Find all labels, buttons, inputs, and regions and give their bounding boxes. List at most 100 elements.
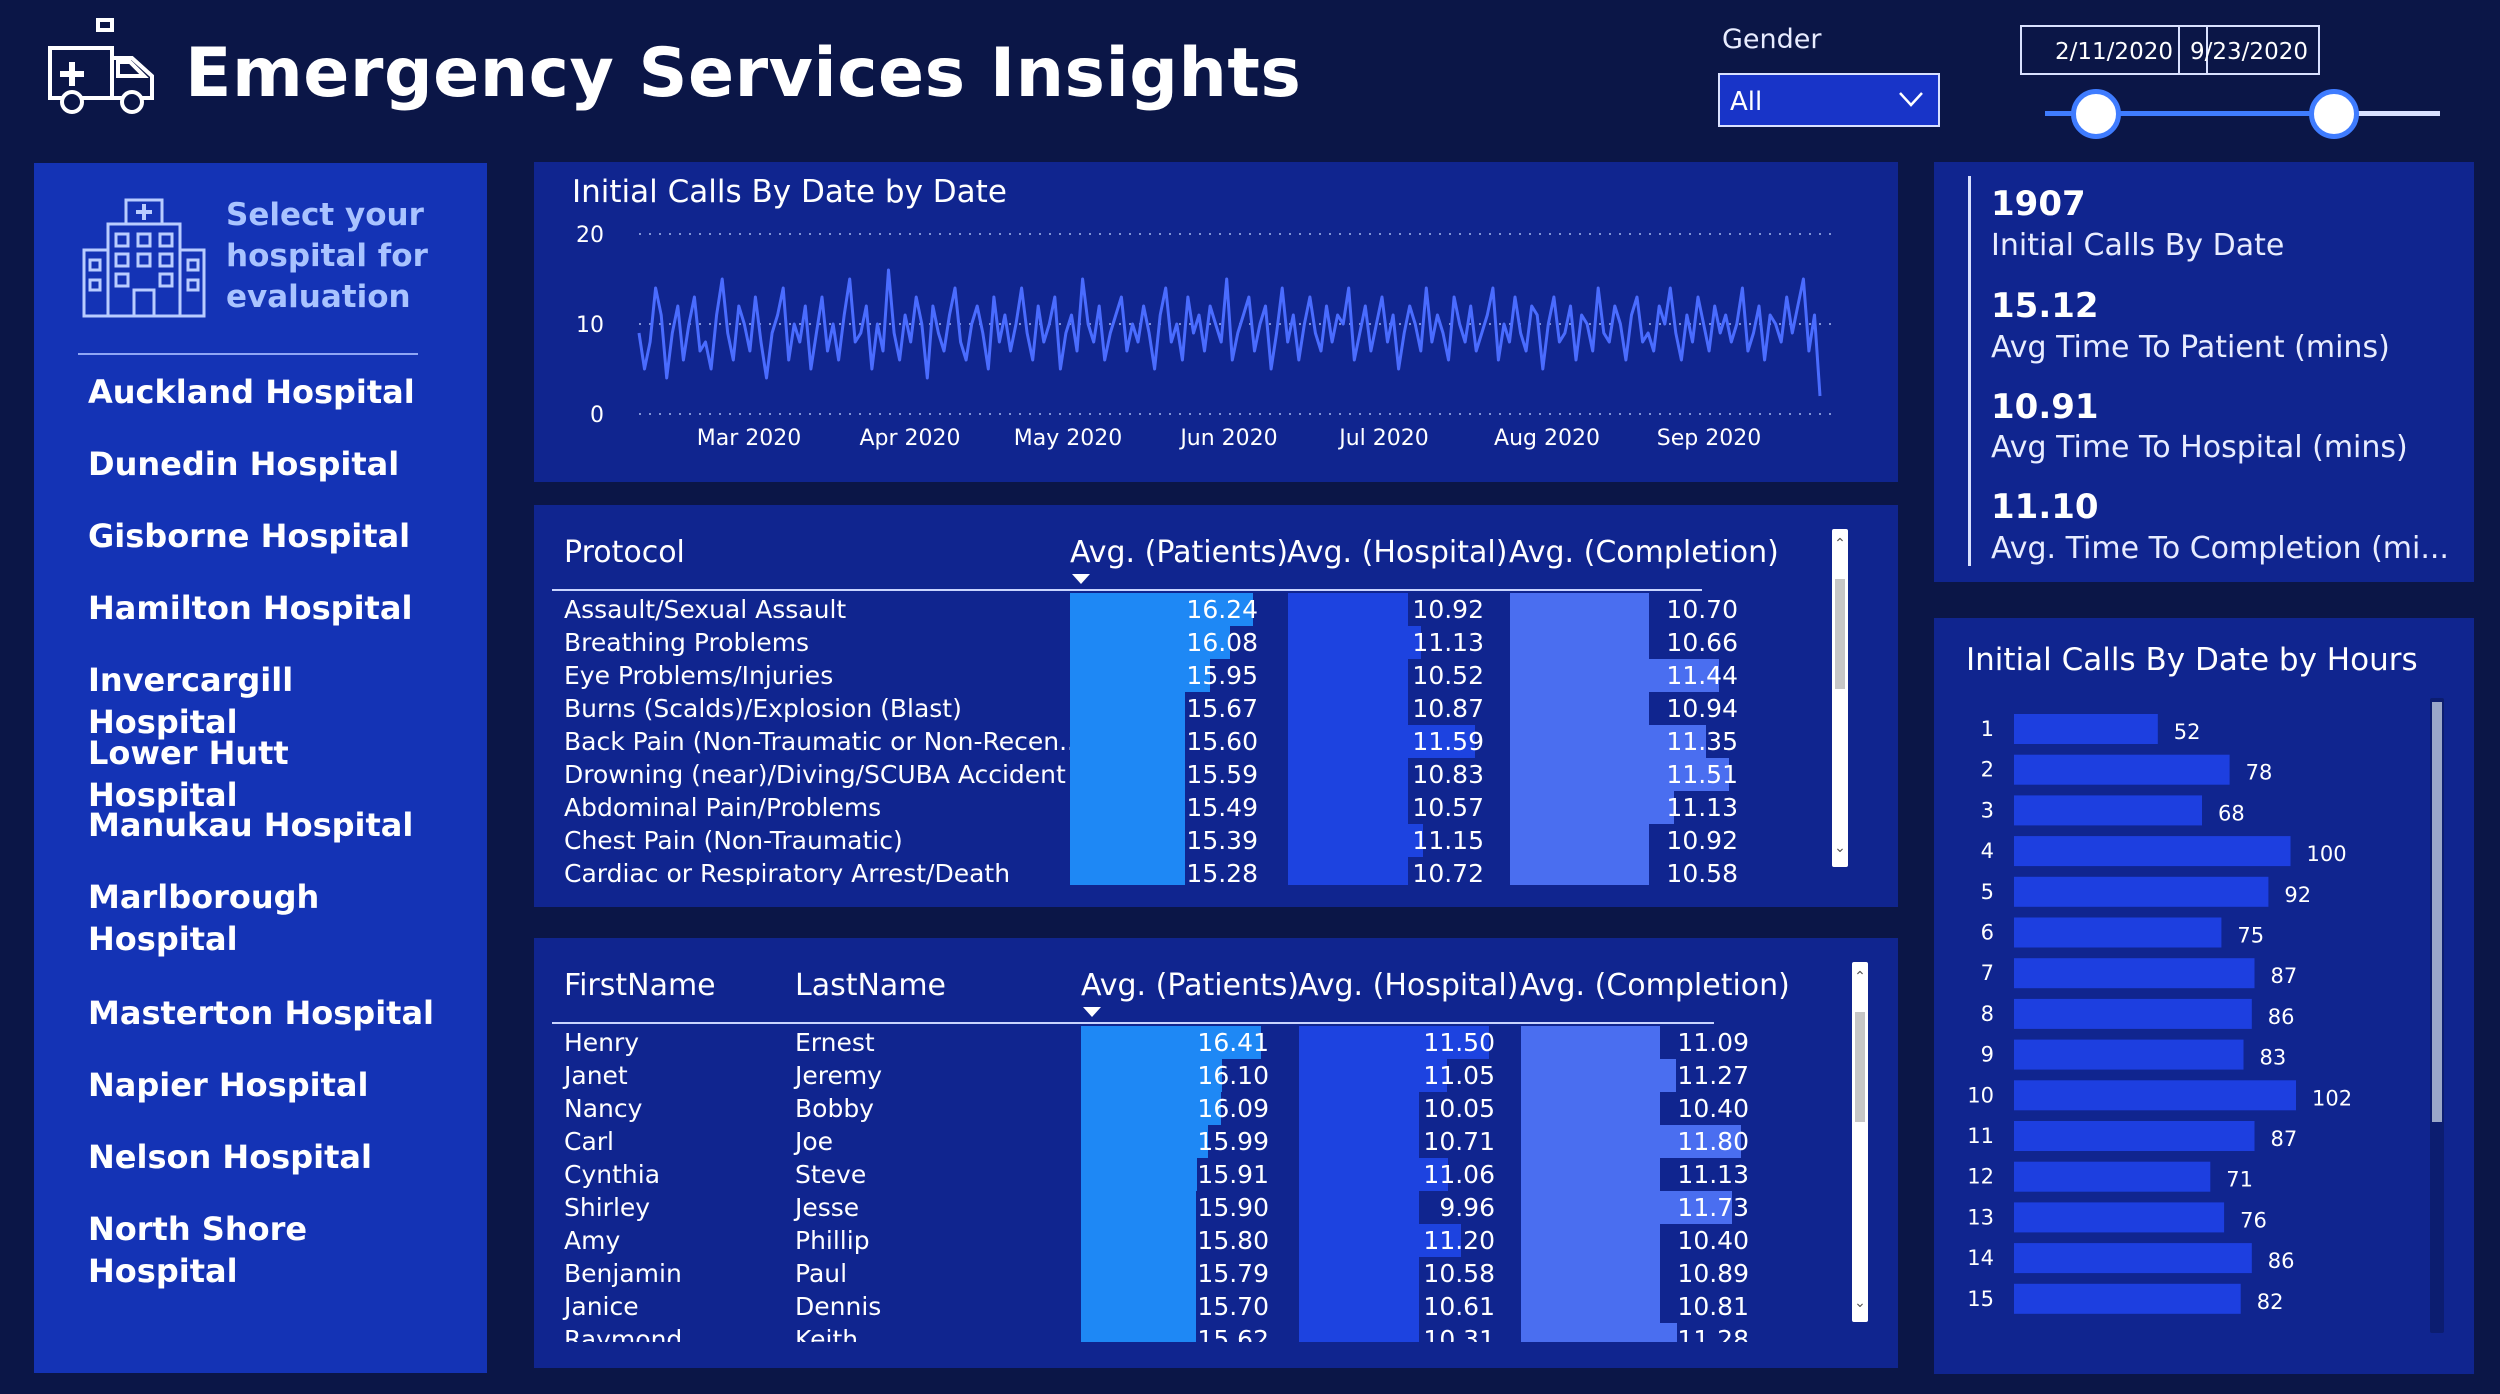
- cell-databar: [1288, 758, 1408, 791]
- table-row[interactable]: Shirley Jesse 15.90 9.96 11.73: [534, 1191, 1774, 1224]
- protocol-scrollbar[interactable]: ⌃ ⌄: [1832, 529, 1848, 867]
- col-header-protocol[interactable]: Protocol: [564, 535, 685, 570]
- sidebar-item-hospital[interactable]: Dunedin Hospital: [88, 445, 400, 483]
- table-row[interactable]: Nancy Bobby 16.09 10.05 10.40: [534, 1092, 1774, 1125]
- table-row[interactable]: Henry Ernest 16.41 11.50 11.09: [534, 1026, 1774, 1059]
- table-row[interactable]: Cynthia Steve 15.91 11.06 11.13: [534, 1158, 1774, 1191]
- date-slider-track-rest[interactable]: [2334, 111, 2440, 116]
- calls-by-hours-bar-chart[interactable]: 1 52 2 78 3 68 4 100 5 92 6 75 7 87 8 86 9 83 10 102 11 87 12 7…: [1934, 618, 2474, 1374]
- hour-bar[interactable]: [2014, 958, 2255, 989]
- scroll-down-icon[interactable]: ⌄: [1834, 840, 1846, 856]
- sidebar-item-hospital[interactable]: Nelson Hospital: [88, 1138, 372, 1176]
- date-slider-start-handle[interactable]: [2071, 89, 2121, 139]
- staff-scrollbar-thumb[interactable]: [1855, 1012, 1865, 1122]
- table-row[interactable]: Burns (Scalds)/Explosion (Blast) 15.67 10.…: [534, 692, 1774, 725]
- calls-by-hours-panel: 1 52 2 78 3 68 4 100 5 92 6 75 7 87 8 86 9 83 10 102 11 87 12 7…: [1934, 618, 2474, 1374]
- calls-series-line[interactable]: [637, 268, 1822, 397]
- cell-databar: [1299, 1158, 1448, 1191]
- cell-databar: [1070, 857, 1185, 885]
- table-row[interactable]: Cardiac or Respiratory Arrest/Death 15.28…: [534, 857, 1774, 885]
- sidebar-item-hospital[interactable]: Lower Hutt Hospital: [88, 734, 289, 814]
- cell-databar: [1288, 824, 1423, 857]
- ambulance-icon: [48, 18, 154, 114]
- sidebar-item-hospital[interactable]: Masterton Hospital: [88, 994, 435, 1032]
- col-header-avg-completion[interactable]: Avg. (Completion): [1509, 535, 1779, 570]
- hour-category-label: 13: [1967, 1205, 1994, 1229]
- table-header-divider: [552, 1022, 1714, 1024]
- hour-bar[interactable]: [2014, 836, 2291, 867]
- gender-dropdown[interactable]: All: [1718, 73, 1940, 127]
- hour-bar[interactable]: [2014, 1243, 2252, 1274]
- table-row[interactable]: Carl Joe 15.99 10.71 11.80: [534, 1125, 1774, 1158]
- cell-databar: [1070, 791, 1185, 824]
- table-row[interactable]: Janet Jeremy 16.10 11.05 11.27: [534, 1059, 1774, 1092]
- table-row[interactable]: Chest Pain (Non-Traumatic) 15.39 11.15 10.9…: [534, 824, 1774, 857]
- col-header-lastname[interactable]: LastName: [795, 968, 946, 1003]
- hour-bar[interactable]: [2014, 1161, 2211, 1192]
- sidebar-item-hospital[interactable]: Hamilton Hospital: [88, 589, 413, 627]
- cell-protocol: Breathing Problems: [564, 628, 810, 657]
- hours-scrollbar[interactable]: [2430, 698, 2444, 1333]
- date-end-value: 9/23/2020: [2190, 39, 2308, 65]
- table-row[interactable]: Breathing Problems 16.08 11.13 10.66: [534, 626, 1774, 659]
- table-row[interactable]: Janice Dennis 15.70 10.61 10.81: [534, 1290, 1774, 1323]
- protocol-scrollbar-thumb[interactable]: [1835, 579, 1845, 689]
- hour-bar[interactable]: [2014, 1202, 2225, 1233]
- date-slider-end-handle[interactable]: [2309, 89, 2359, 139]
- hour-bar[interactable]: [2014, 917, 2222, 948]
- table-row[interactable]: Amy Phillip 15.80 11.20 10.40: [534, 1224, 1774, 1257]
- col-header-avg-hospital[interactable]: Avg. (Hospital): [1298, 968, 1519, 1003]
- table-row[interactable]: Assault/Sexual Assault 16.24 10.92 10.70: [534, 593, 1774, 626]
- date-end-input[interactable]: 9/23/2020: [2178, 25, 2320, 75]
- sort-descending-icon[interactable]: [1083, 1007, 1101, 1017]
- cell-databar: [1521, 1059, 1676, 1092]
- hour-bar[interactable]: [2014, 1039, 2244, 1070]
- hour-bar[interactable]: [2014, 754, 2230, 785]
- cell-databar: [1510, 758, 1729, 791]
- col-header-avg-patients[interactable]: Avg. (Patients): [1081, 968, 1300, 1003]
- table-row[interactable]: Back Pain (Non-Traumatic or Non-Recen...…: [534, 725, 1774, 758]
- calls-by-date-line-chart[interactable]: 0 10 20 Mar 2020 Apr 2020 May 2020 Jun 2020 Jul…: [534, 162, 1898, 482]
- col-header-avg-hospital[interactable]: Avg. (Hospital): [1287, 535, 1508, 570]
- sidebar-item-hospital[interactable]: Manukau Hospital: [88, 806, 414, 844]
- cell-lastname: Jeremy: [795, 1061, 883, 1090]
- hour-bar[interactable]: [2014, 998, 2252, 1029]
- hours-scrollbar-thumb[interactable]: [2432, 702, 2442, 1122]
- hour-bar[interactable]: [2014, 1121, 2255, 1151]
- hour-bar-value: 100: [2306, 842, 2346, 866]
- sidebar-item-hospital[interactable]: North Shore Hospital: [88, 1210, 308, 1290]
- cell-avg-patients: 15.70: [1197, 1292, 1269, 1321]
- col-header-avg-completion[interactable]: Avg. (Completion): [1520, 968, 1790, 1003]
- col-header-avg-patients[interactable]: Avg. (Patients): [1070, 535, 1289, 570]
- cell-databar: [1521, 1224, 1660, 1257]
- sidebar-item-hospital[interactable]: Marlborough Hospital: [88, 878, 320, 958]
- table-row[interactable]: Eye Problems/Injuries 15.95 10.52 11.44: [534, 659, 1774, 692]
- scroll-up-icon[interactable]: ⌃: [1854, 969, 1866, 985]
- scroll-up-icon[interactable]: ⌃: [1834, 536, 1846, 552]
- table-row[interactable]: Raymond Keith 15.62 10.31 11.28: [534, 1323, 1774, 1342]
- date-start-input[interactable]: 2/11/2020: [2020, 25, 2208, 75]
- col-header-firstname[interactable]: FirstName: [564, 968, 716, 1003]
- hour-bar[interactable]: [2014, 1283, 2241, 1314]
- table-row[interactable]: Drowning (near)/Diving/SCUBA Accident 15.…: [534, 758, 1774, 791]
- cell-avg-patients: 15.90: [1197, 1193, 1269, 1222]
- hour-bar[interactable]: [2014, 714, 2158, 744]
- hour-bar[interactable]: [2014, 795, 2202, 826]
- sort-descending-icon[interactable]: [1072, 574, 1090, 584]
- cell-avg-hospital: 9.96: [1439, 1193, 1495, 1222]
- table-row[interactable]: Abdominal Pain/Problems 15.49 10.57 11.13: [534, 791, 1774, 824]
- table-row[interactable]: Benjamin Paul 15.79 10.58 10.89: [534, 1257, 1774, 1290]
- hour-bar-value: 87: [2271, 1127, 2298, 1151]
- sidebar-item-hospital[interactable]: Gisborne Hospital: [88, 517, 411, 555]
- hour-bar[interactable]: [2014, 876, 2269, 907]
- cell-avg-patients: 15.39: [1186, 826, 1258, 855]
- staff-scrollbar[interactable]: ⌃ ⌄: [1852, 962, 1868, 1322]
- hour-bar[interactable]: [2014, 1080, 2296, 1111]
- sidebar-item-hospital[interactable]: Auckland Hospital: [88, 373, 415, 411]
- hour-category-label: 14: [1967, 1246, 1994, 1270]
- x-tick-label: Jul 2020: [1337, 426, 1429, 451]
- date-slider-track[interactable]: [2045, 111, 2440, 116]
- sidebar-item-hospital[interactable]: Invercargill Hospital: [88, 661, 294, 741]
- sidebar-item-hospital[interactable]: Napier Hospital: [88, 1066, 369, 1104]
- scroll-down-icon[interactable]: ⌄: [1854, 1295, 1866, 1311]
